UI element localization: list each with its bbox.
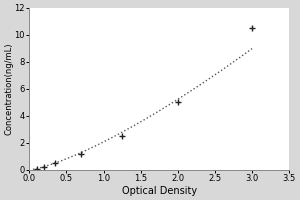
Y-axis label: Concentration(ng/mL): Concentration(ng/mL) <box>4 43 13 135</box>
X-axis label: Optical Density: Optical Density <box>122 186 197 196</box>
